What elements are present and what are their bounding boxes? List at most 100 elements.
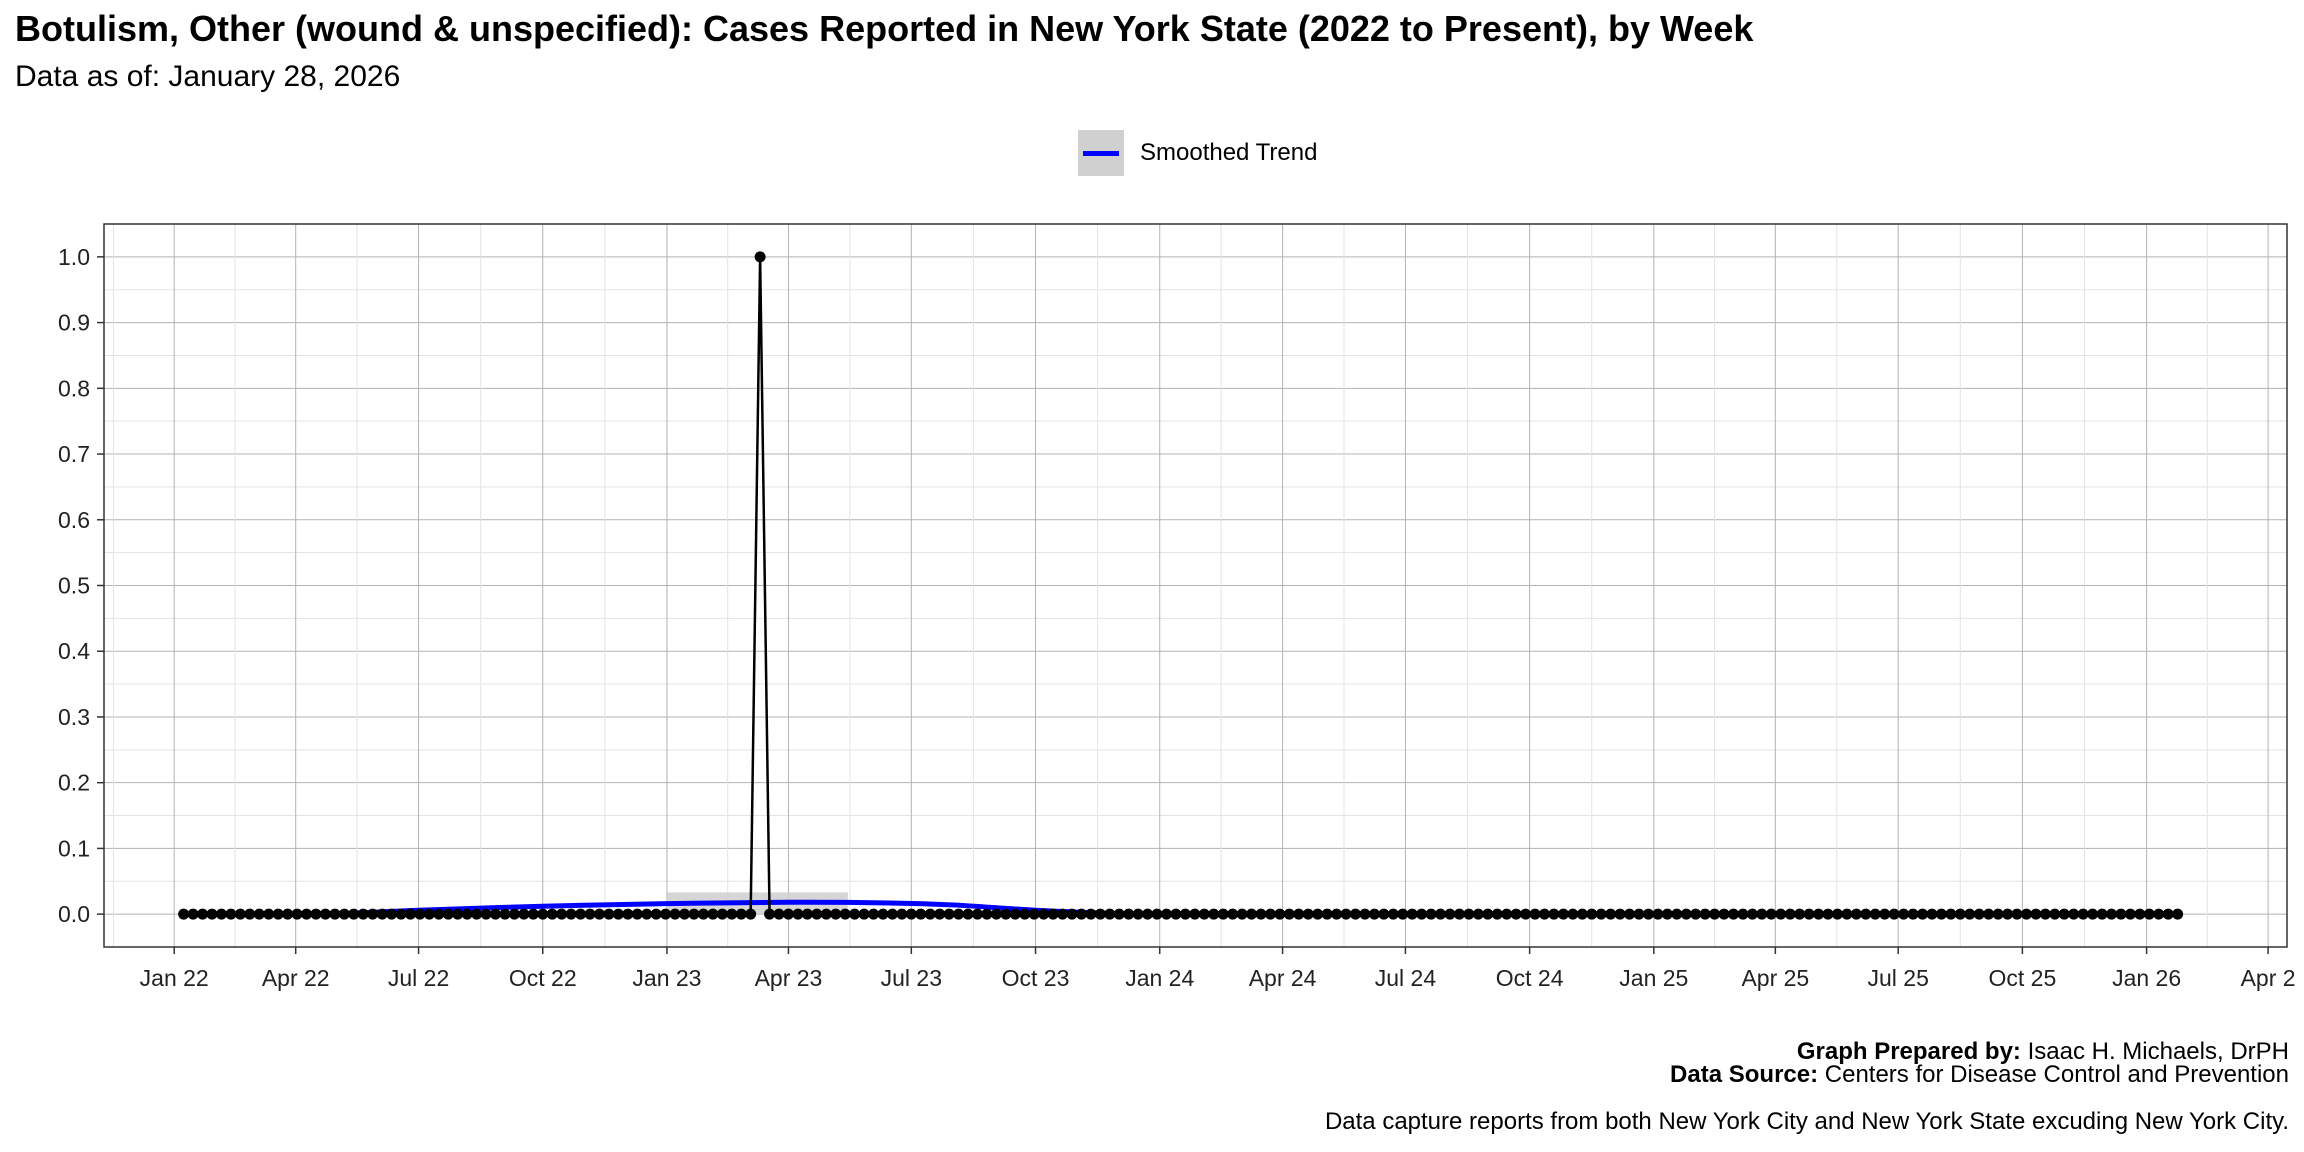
- case-point: [2153, 908, 2165, 920]
- case-point: [811, 908, 823, 920]
- case-point: [1671, 908, 1683, 920]
- case-point: [187, 908, 199, 920]
- case-point: [660, 908, 672, 920]
- case-point: [2068, 908, 2080, 920]
- x-tick-label: Jan 24: [1125, 965, 1194, 991]
- case-point: [1973, 908, 1985, 920]
- case-point: [1784, 908, 1796, 920]
- case-point: [1453, 908, 1465, 920]
- case-point: [1831, 908, 1843, 920]
- case-point: [1151, 908, 1163, 920]
- case-point: [1227, 908, 1239, 920]
- x-tick-label: Jan 23: [632, 965, 701, 991]
- case-point: [1321, 908, 1333, 920]
- case-point: [414, 908, 426, 920]
- case-point: [1690, 908, 1702, 920]
- case-point: [1472, 908, 1484, 920]
- case-point: [461, 908, 473, 920]
- case-point: [782, 908, 794, 920]
- case-point: [2105, 908, 2117, 920]
- case-point: [688, 908, 700, 920]
- case-point: [310, 908, 322, 920]
- case-point: [1642, 908, 1654, 920]
- case-point: [1879, 908, 1891, 920]
- chart-title: Botulism, Other (wound & unspecified): C…: [15, 8, 1754, 49]
- case-point: [915, 908, 927, 920]
- data-source: Data Source: Centers for Disease Control…: [1670, 1061, 2289, 1089]
- prepared-by-label: Graph Prepared by:: [1796, 1038, 2021, 1065]
- case-point: [1964, 908, 1976, 920]
- case-point: [272, 908, 284, 920]
- case-point: [820, 908, 832, 920]
- x-tick-label: Apr 2: [2241, 965, 2296, 991]
- y-tick-label: 1.0: [58, 244, 90, 270]
- case-point: [1775, 908, 1787, 920]
- case-point: [612, 908, 624, 920]
- case-point: [716, 908, 728, 920]
- case-point: [348, 908, 360, 920]
- case-point: [575, 908, 587, 920]
- y-tick-label: 0.8: [58, 375, 90, 401]
- case-point: [1803, 908, 1815, 920]
- case-point: [1624, 908, 1636, 920]
- case-point: [376, 908, 388, 920]
- case-point: [1208, 908, 1220, 920]
- x-tick-label: Oct 25: [1989, 965, 2057, 991]
- case-point: [499, 908, 511, 920]
- case-point: [1066, 908, 1078, 920]
- case-point: [1548, 908, 1560, 920]
- case-point: [1898, 908, 1910, 920]
- case-point: [1954, 908, 1966, 920]
- case-point: [1983, 908, 1995, 920]
- case-point: [2020, 908, 2032, 920]
- case-point: [1274, 908, 1286, 920]
- case-point: [1047, 908, 1059, 920]
- legend-label: Smoothed Trend: [1140, 139, 1318, 166]
- case-point: [1019, 908, 1031, 920]
- case-point: [395, 908, 407, 920]
- prepared-by-value: Isaac H. Michaels, DrPH: [2020, 1038, 2289, 1065]
- case-point: [1349, 908, 1361, 920]
- case-point: [2049, 908, 2061, 920]
- case-point: [2124, 908, 2136, 920]
- case-point: [1491, 908, 1503, 920]
- case-point: [1869, 908, 1881, 920]
- case-point: [404, 908, 416, 920]
- case-point: [1529, 908, 1541, 920]
- case-point: [1926, 908, 1938, 920]
- case-point: [357, 908, 369, 920]
- case-point: [1283, 908, 1295, 920]
- case-point: [1907, 908, 1919, 920]
- prepared-by: Graph Prepared by: Isaac H. Michaels, Dr…: [1797, 1038, 2289, 1066]
- case-point: [1217, 908, 1229, 920]
- case-point: [1038, 908, 1050, 920]
- case-point: [1425, 908, 1437, 920]
- case-point: [764, 908, 776, 920]
- case-point: [849, 908, 861, 920]
- case-point: [1085, 908, 1097, 920]
- case-point: [1236, 908, 1248, 920]
- case-point: [1435, 908, 1447, 920]
- case-point: [546, 908, 558, 920]
- case-point: [1576, 908, 1588, 920]
- case-point: [1765, 908, 1777, 920]
- case-point: [1198, 908, 1210, 920]
- case-point: [868, 908, 880, 920]
- case-point: [1595, 908, 1607, 920]
- case-point: [622, 908, 634, 920]
- case-point: [1888, 908, 1900, 920]
- case-point: [1557, 908, 1569, 920]
- case-point: [773, 908, 785, 920]
- x-tick-label: Oct 24: [1496, 965, 1564, 991]
- case-point: [1680, 908, 1692, 920]
- case-point: [215, 908, 227, 920]
- case-point: [291, 908, 303, 920]
- case-point: [1652, 908, 1664, 920]
- case-point: [1264, 908, 1276, 920]
- x-tick-label: Apr 25: [1741, 965, 1809, 991]
- case-point: [518, 908, 530, 920]
- case-point: [1378, 908, 1390, 920]
- case-point: [990, 908, 1002, 920]
- case-point: [537, 908, 549, 920]
- case-point: [641, 908, 653, 920]
